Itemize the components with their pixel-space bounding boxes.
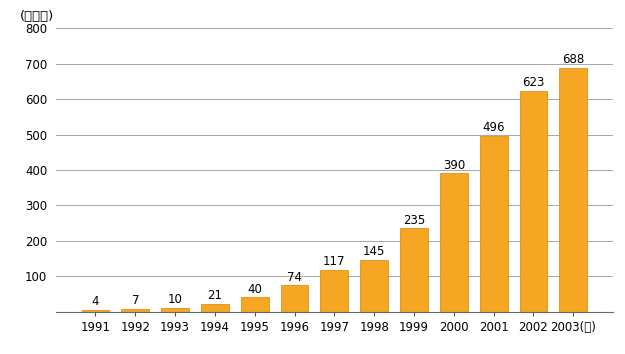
Text: 10: 10	[168, 293, 182, 306]
Bar	[559, 68, 588, 312]
Bar	[360, 260, 388, 312]
Text: 40: 40	[248, 282, 262, 296]
Bar	[281, 285, 309, 312]
Text: 21: 21	[208, 289, 222, 302]
Text: 74: 74	[287, 270, 302, 284]
Bar	[400, 228, 428, 312]
Bar	[161, 308, 189, 312]
Bar	[201, 304, 229, 312]
Text: 145: 145	[363, 245, 386, 258]
Bar	[81, 310, 109, 312]
Bar	[121, 309, 149, 312]
Text: (百万人): (百万人)	[20, 10, 54, 23]
Text: 623: 623	[522, 76, 544, 89]
Text: 4: 4	[92, 295, 99, 308]
Text: 496: 496	[482, 121, 505, 134]
Text: 7: 7	[131, 294, 139, 307]
Text: 390: 390	[442, 159, 465, 172]
Text: 688: 688	[562, 53, 584, 66]
Text: 235: 235	[403, 213, 425, 227]
Bar	[321, 270, 348, 312]
Bar	[480, 136, 508, 312]
Bar	[440, 173, 468, 312]
Bar	[241, 297, 269, 312]
Bar	[519, 91, 548, 312]
Text: 117: 117	[323, 255, 346, 268]
